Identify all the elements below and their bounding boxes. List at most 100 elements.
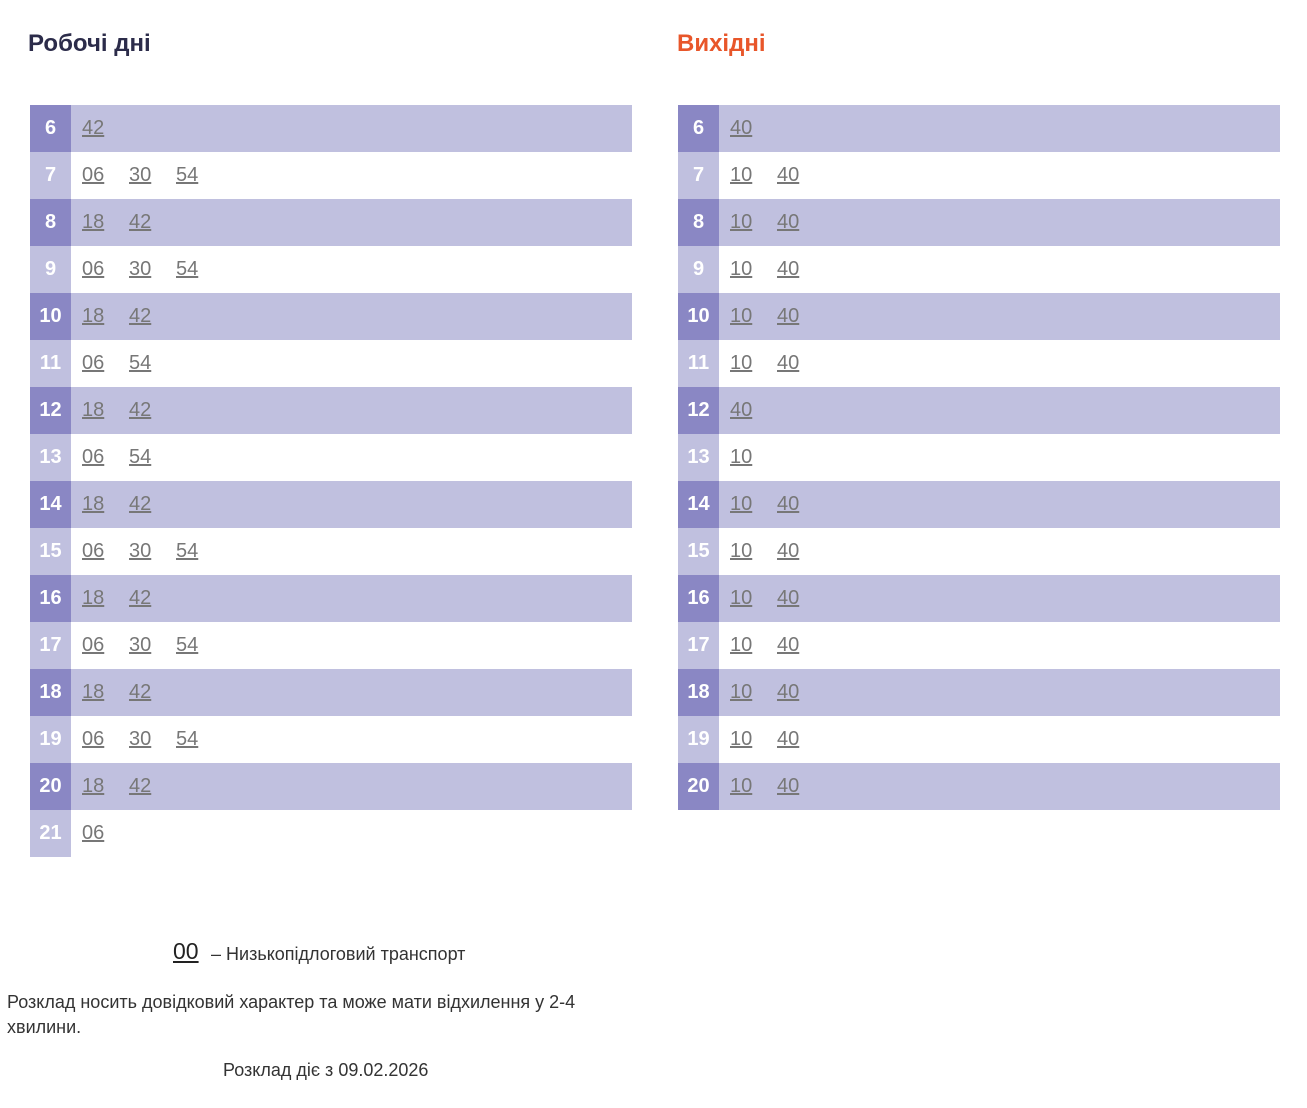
- minute-link[interactable]: 10: [730, 681, 753, 703]
- weekends-table: 6 40 7 10 40 8 10 40 9 10 40 10 10 40 11 10 40 12 40 13 10 14…: [678, 105, 1280, 810]
- minute-link[interactable]: 18: [82, 493, 105, 515]
- minute-link[interactable]: 54: [129, 446, 152, 468]
- minute-link[interactable]: 10: [730, 446, 753, 468]
- minute-link[interactable]: 18: [82, 681, 105, 703]
- minute-link[interactable]: 42: [82, 117, 105, 139]
- minute-link[interactable]: 54: [176, 258, 199, 280]
- hour: 16: [30, 575, 71, 622]
- schedule-row: 10 18 42: [30, 293, 632, 340]
- minute-link[interactable]: 54: [176, 164, 199, 186]
- valid-from: Розклад діє з 09.02.2026: [223, 1060, 429, 1080]
- schedule-row: 20 10 40: [678, 763, 1280, 810]
- minute-link[interactable]: 18: [82, 587, 105, 609]
- schedule-row: 17 10 40: [678, 622, 1280, 669]
- minute-link[interactable]: 40: [777, 164, 800, 186]
- schedule-row: 15 10 40: [678, 528, 1280, 575]
- minute-link[interactable]: 18: [82, 399, 105, 421]
- minute-link[interactable]: 42: [129, 399, 152, 421]
- minute-link[interactable]: 06: [82, 728, 105, 750]
- minute-link[interactable]: 54: [176, 728, 199, 750]
- hour: 21: [30, 810, 71, 857]
- hour: 7: [678, 152, 719, 199]
- minute-link[interactable]: 10: [730, 634, 753, 656]
- minute-link[interactable]: 40: [777, 305, 800, 327]
- schedule-row: 20 18 42: [30, 763, 632, 810]
- minute-link[interactable]: 18: [82, 305, 105, 327]
- hour: 6: [678, 105, 719, 152]
- minute-link[interactable]: 10: [730, 775, 753, 797]
- minute-link[interactable]: 40: [777, 352, 800, 374]
- schedule-row: 11 10 40: [678, 340, 1280, 387]
- minute-link[interactable]: 42: [129, 775, 152, 797]
- schedule-row: 14 10 40: [678, 481, 1280, 528]
- minute-link[interactable]: 06: [82, 258, 105, 280]
- hour: 8: [30, 199, 71, 246]
- minute-link[interactable]: 06: [82, 164, 105, 186]
- minute-link[interactable]: 40: [777, 634, 800, 656]
- minute-link[interactable]: 54: [176, 634, 199, 656]
- minute-link[interactable]: 10: [730, 540, 753, 562]
- minute-link[interactable]: 10: [730, 305, 753, 327]
- schedule-row: 16 10 40: [678, 575, 1280, 622]
- minute-link[interactable]: 10: [730, 211, 753, 233]
- minute-link[interactable]: 40: [777, 728, 800, 750]
- hour: 16: [678, 575, 719, 622]
- hour: 14: [30, 481, 71, 528]
- minute-link[interactable]: 30: [129, 258, 152, 280]
- minute-link[interactable]: 40: [777, 587, 800, 609]
- minute-link[interactable]: 06: [82, 634, 105, 656]
- minute-link[interactable]: 40: [777, 775, 800, 797]
- minute-link[interactable]: 10: [730, 493, 753, 515]
- hour: 10: [678, 293, 719, 340]
- hour: 10: [30, 293, 71, 340]
- hour: 20: [30, 763, 71, 810]
- minute-link[interactable]: 10: [730, 728, 753, 750]
- hour: 19: [30, 716, 71, 763]
- schedule-row: 9 10 40: [678, 246, 1280, 293]
- minute-link[interactable]: 40: [777, 681, 800, 703]
- minute-link[interactable]: 10: [730, 587, 753, 609]
- minute-link[interactable]: 54: [129, 352, 152, 374]
- minute-link[interactable]: 06: [82, 446, 105, 468]
- hour: 11: [30, 340, 71, 387]
- minute-link[interactable]: 30: [129, 540, 152, 562]
- minute-link[interactable]: 40: [777, 540, 800, 562]
- weekends-title: Вихідні: [677, 30, 766, 57]
- minute-link[interactable]: 40: [730, 399, 753, 421]
- schedule-row: 12 18 42: [30, 387, 632, 434]
- minute-link[interactable]: 30: [129, 634, 152, 656]
- minute-link[interactable]: 30: [129, 728, 152, 750]
- minute-link[interactable]: 42: [129, 211, 152, 233]
- minute-link[interactable]: 18: [82, 211, 105, 233]
- minute-link[interactable]: 40: [777, 211, 800, 233]
- minute-link[interactable]: 42: [129, 587, 152, 609]
- note: Розклад носить довідковий характер та мо…: [7, 992, 576, 1037]
- minute-link[interactable]: 06: [82, 540, 105, 562]
- hour: 14: [678, 481, 719, 528]
- hour: 7: [30, 152, 71, 199]
- hour: 12: [30, 387, 71, 434]
- minute-link[interactable]: 18: [82, 775, 105, 797]
- minute-link[interactable]: 10: [730, 258, 753, 280]
- minute-link[interactable]: 42: [129, 493, 152, 515]
- minute-link[interactable]: 40: [777, 493, 800, 515]
- minute-link[interactable]: 10: [730, 352, 753, 374]
- minute-link[interactable]: 06: [82, 352, 105, 374]
- minute-link[interactable]: 54: [176, 540, 199, 562]
- schedule-row: 13 06 54: [30, 434, 632, 481]
- minute-link[interactable]: 06: [82, 822, 105, 844]
- minute-link[interactable]: 40: [730, 117, 753, 139]
- schedule-row: 21 06: [30, 810, 632, 857]
- schedule-row: 18 18 42: [30, 669, 632, 716]
- minute-link[interactable]: 10: [730, 164, 753, 186]
- minute-link[interactable]: 40: [777, 258, 800, 280]
- hour: 6: [30, 105, 71, 152]
- schedule-row: 19 06 30 54: [30, 716, 632, 763]
- minute-link[interactable]: 30: [129, 164, 152, 186]
- minute-link[interactable]: 42: [129, 305, 152, 327]
- schedule-row: 15 06 30 54: [30, 528, 632, 575]
- hour: 18: [30, 669, 71, 716]
- schedule-row: 18 10 40: [678, 669, 1280, 716]
- minute-link[interactable]: 42: [129, 681, 152, 703]
